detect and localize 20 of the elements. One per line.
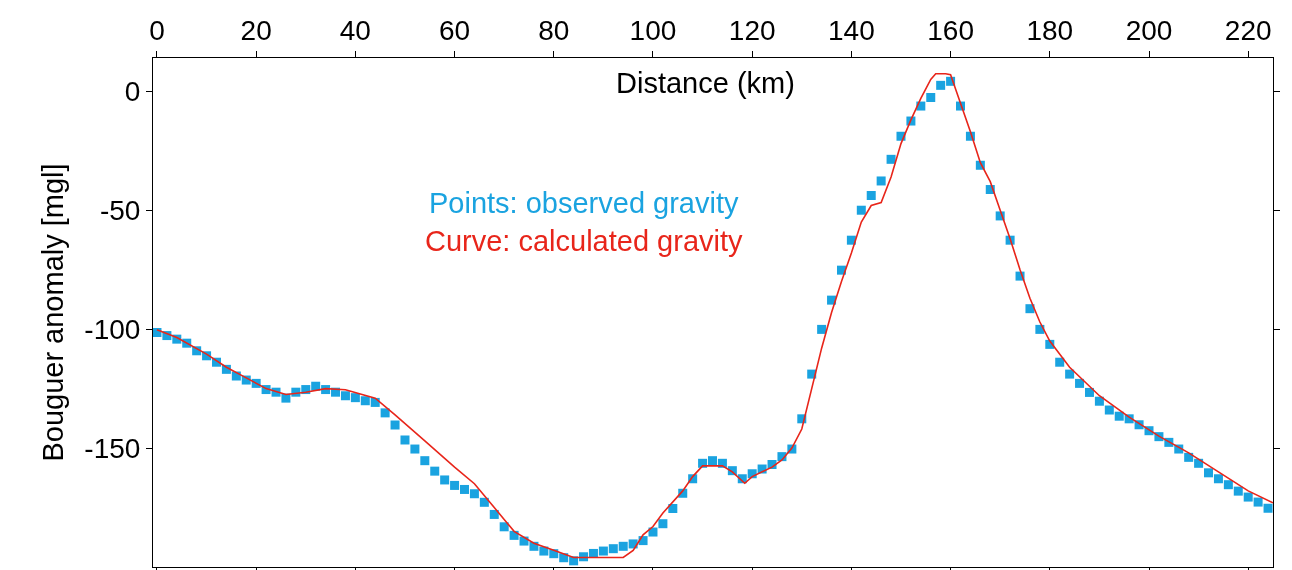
x-tick-label: 160 — [927, 14, 974, 46]
x-tick-label: 200 — [1125, 14, 1173, 46]
x-tick-label: 40 — [339, 14, 371, 46]
text: Curve: calculated gravity — [425, 225, 744, 257]
x-tick-label: 180 — [1026, 14, 1074, 46]
x-tick-label: 140 — [828, 14, 875, 46]
x-tick-label: 100 — [629, 14, 677, 46]
text: Points: observed gravity — [429, 187, 739, 219]
x-tick-label: 60 — [439, 14, 471, 46]
y-tick-label: -50 — [99, 195, 141, 227]
x-tick-label: 20 — [240, 14, 272, 46]
x-tick-label: 120 — [728, 14, 776, 46]
x-axis-title: Distance (km) — [616, 67, 795, 99]
x-tick-label: 220 — [1224, 14, 1272, 46]
y-tick-label: -100 — [84, 313, 141, 345]
x-tick-label: 0 — [149, 14, 165, 46]
y-tick-label: 0 — [124, 76, 141, 108]
x-tick-label: 80 — [538, 14, 570, 46]
y-tick-label: -150 — [84, 432, 141, 464]
y-axis-title: Bouguer anomaly [mgl] — [36, 163, 69, 462]
